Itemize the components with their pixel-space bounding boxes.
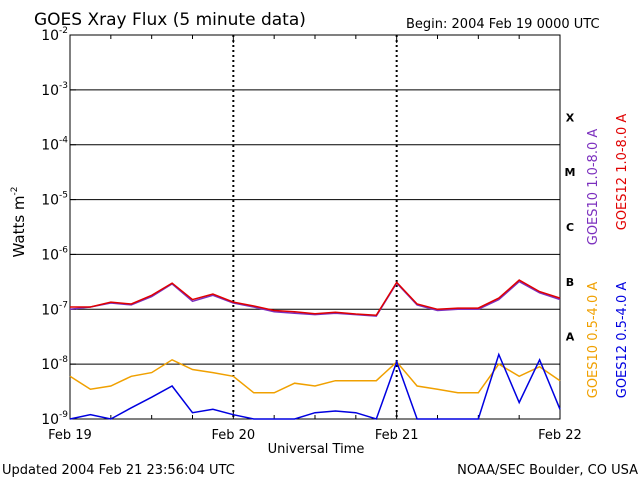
legend-entry-4: GOES12 0.5-4.0 A: [615, 282, 630, 399]
y-tick-label: 10-8: [41, 355, 68, 373]
flare-class-label: C: [566, 221, 574, 234]
x-tick-label: Feb 21: [375, 428, 419, 443]
y-tick-label: 10-5: [41, 191, 68, 209]
x-axis-label: Universal Time: [268, 442, 365, 457]
y-tick-exponent: -2: [59, 26, 68, 36]
flare-class-label: M: [565, 166, 576, 179]
y-tick-base: 10: [41, 357, 59, 373]
y-tick-label: 10-4: [41, 136, 68, 154]
y-tick-base: 10: [41, 138, 59, 154]
y-tick-exponent: -4: [59, 136, 68, 146]
flare-class-label: A: [566, 331, 575, 344]
flare-class-label: X: [566, 111, 575, 124]
x-tick-label: Feb 22: [538, 428, 582, 443]
y-tick-exponent: -3: [59, 81, 68, 91]
series-line-1: [69, 280, 561, 317]
series-line-2: [70, 279, 561, 316]
y-tick-base: 10: [41, 302, 59, 318]
y-tick-label: 10-2: [41, 26, 68, 44]
y-tick-exponent: -7: [59, 300, 68, 310]
y-tick-exponent: -6: [59, 245, 68, 255]
y-tick-base: 10: [41, 193, 59, 209]
legend-entry-1: GOES10 1.0-8.0 A: [586, 129, 601, 246]
y-tick-label: 10-9: [41, 410, 68, 428]
series-line-4: [69, 352, 561, 420]
credit-label: NOAA/SEC Boulder, CO USA: [457, 463, 638, 478]
x-tick-label: Feb 20: [211, 428, 255, 443]
legend-entry-2: GOES12 1.0-8.0 A: [615, 114, 630, 231]
y-tick-base: 10: [41, 28, 59, 44]
flare-class-label: B: [566, 276, 574, 289]
y-tick-label: 10-6: [41, 245, 68, 263]
x-tick-label: Feb 19: [48, 428, 92, 443]
y-tick-base: 10: [41, 412, 59, 428]
y-tick-label: 10-7: [41, 300, 68, 318]
y-axis-label: Watts m-2: [10, 186, 28, 257]
chart-title: GOES Xray Flux (5 minute data): [34, 10, 306, 30]
y-axis-label-exponent: -2: [10, 186, 20, 195]
updated-label: Updated 2004 Feb 21 23:56:04 UTC: [2, 463, 235, 478]
begin-label: Begin: 2004 Feb 19 0000 UTC: [406, 17, 600, 32]
y-tick-exponent: -9: [59, 410, 68, 420]
y-tick-base: 10: [41, 83, 59, 99]
y-tick-label: 10-3: [41, 81, 68, 99]
y-tick-exponent: -5: [59, 191, 68, 201]
legend-entry-3: GOES10 0.5-4.0 A: [586, 282, 601, 399]
series-line-3: [69, 358, 561, 394]
y-tick-base: 10: [41, 247, 59, 263]
plot-frame: [69, 34, 561, 420]
y-tick-exponent: -8: [59, 355, 68, 365]
